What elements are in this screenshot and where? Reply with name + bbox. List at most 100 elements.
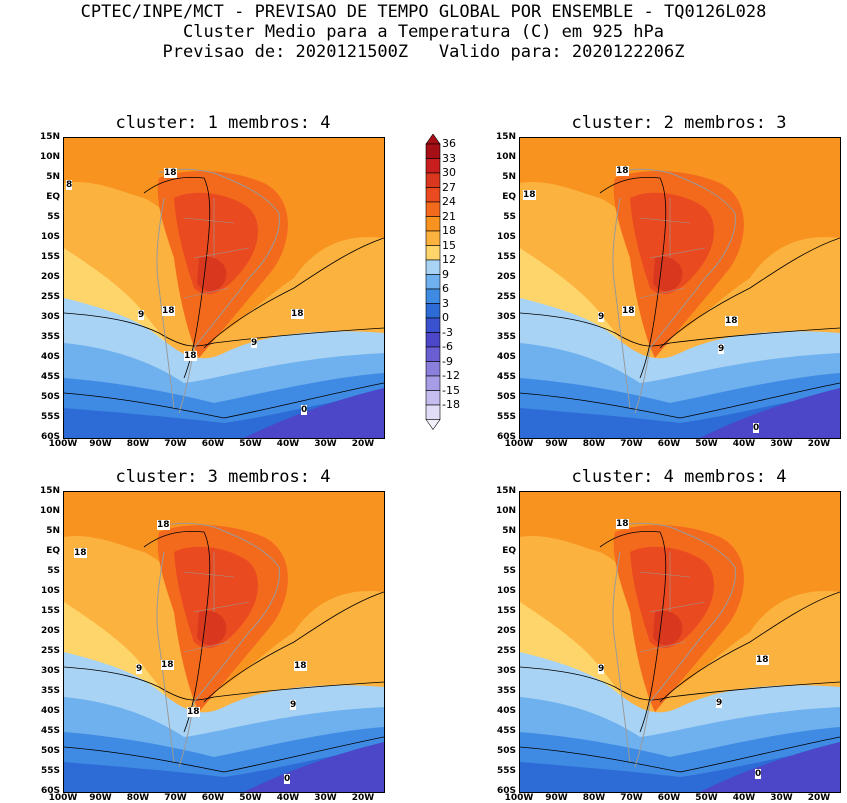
y-tick-label: 60S [40, 786, 60, 796]
y-tick-label: 10S [496, 586, 516, 596]
colorbar-cell [425, 274, 441, 290]
contour-label: 0 [753, 423, 760, 433]
y-tick-label: 45S [40, 372, 60, 382]
x-tick-label: 100W [48, 439, 78, 449]
colorbar-label: -3 [442, 325, 453, 339]
y-tick-label: 40S [496, 352, 516, 362]
colorbar-cell [425, 332, 441, 348]
x-tick-label: 30W [770, 793, 793, 803]
contour-label: 9 [136, 664, 143, 674]
header-line2: Cluster Medio para a Temperatura (C) em … [182, 22, 665, 42]
y-tick-label: 25S [40, 646, 60, 656]
y-tick-label: 55S [40, 412, 60, 422]
colorbar [425, 134, 441, 431]
contour-label: 9 [718, 344, 725, 354]
x-tick-label: 90W [89, 793, 112, 803]
colorbar-cell [425, 317, 441, 333]
contour-label: 18 [756, 655, 769, 665]
x-tick-label: 40W [276, 793, 300, 803]
y-tick-label: 60S [496, 432, 516, 442]
contour-label: 18 [291, 309, 304, 319]
contour-label: 9 [251, 338, 258, 348]
colorbar-bottom-arrow [425, 419, 441, 431]
y-tick-label: 35S [40, 332, 60, 342]
x-tick-label: 50W [239, 793, 262, 803]
y-tick-label: 15S [40, 252, 60, 262]
y-tick-label: 5N [502, 172, 516, 182]
contour-label: 18 [157, 520, 170, 530]
y-tick-label: 40S [40, 706, 60, 716]
y-tick-label: 10S [40, 586, 60, 596]
y-tick-label: 5S [503, 212, 516, 222]
colorbar-top-arrow [425, 134, 441, 145]
contour-label: 18 [622, 306, 635, 316]
contour-label: 18 [161, 660, 174, 670]
y-tick-label: EQ [46, 546, 60, 556]
colorbar-cell [425, 303, 441, 319]
x-tick-label: 20W [807, 793, 831, 803]
colorbar-cell [425, 404, 441, 420]
colorbar-cell [425, 143, 441, 159]
y-tick-label: 20S [496, 626, 516, 636]
x-tick-label: 80W [126, 793, 150, 803]
panel2-title: cluster: 2 membros: 3 [571, 113, 787, 133]
colorbar-label: 6 [442, 282, 449, 295]
map-panel-1-svg [64, 138, 384, 438]
colorbar-cell [425, 346, 441, 362]
map-panel-2: 18 18 9 18 18 9 0 [519, 137, 841, 439]
y-tick-label: 50S [40, 392, 60, 402]
y-tick-label: 30S [496, 666, 516, 676]
x-tick-label: 20W [807, 439, 831, 449]
contour-label: 0 [755, 769, 762, 779]
x-tick-label: 50W [239, 439, 262, 449]
header-line3: Previsao de: 2020121500Z Valido para: 20… [162, 42, 685, 62]
panel3-title: cluster: 3 membros: 4 [115, 467, 331, 487]
x-tick-label: 100W [48, 793, 78, 803]
colorbar-label: 9 [442, 267, 449, 281]
header-line1: CPTEC/INPE/MCT - PREVISAO DE TEMPO GLOBA… [80, 2, 767, 22]
colorbar-label: 0 [442, 311, 449, 324]
y-tick-label: 10N [39, 152, 60, 162]
y-tick-label: 35S [40, 686, 60, 696]
x-tick-label: 100W [504, 793, 534, 803]
contour-label: 0 [301, 405, 308, 415]
x-tick-label: 50W [695, 439, 718, 449]
y-tick-label: EQ [502, 546, 516, 556]
x-tick-label: 70W [620, 439, 643, 449]
y-tick-label: 45S [40, 726, 60, 736]
y-tick-label: 40S [40, 352, 60, 362]
y-tick-label: 15S [496, 606, 516, 616]
colorbar-label: -18 [442, 398, 460, 411]
colorbar-label: -15 [442, 383, 460, 397]
y-tick-label: 5N [46, 526, 60, 536]
y-tick-label: 50S [40, 746, 60, 756]
x-tick-label: 20W [351, 793, 375, 803]
colorbar-cell [425, 158, 441, 174]
colorbar-label: 18 [442, 224, 456, 237]
y-tick-label: 5S [47, 566, 60, 576]
colorbar-cell [425, 201, 441, 217]
y-tick-label: 30S [40, 312, 60, 322]
x-tick-label: 80W [126, 439, 150, 449]
colorbar-label: 12 [442, 253, 456, 266]
y-tick-label: 5N [46, 172, 60, 182]
y-tick-label: 25S [40, 292, 60, 302]
colorbar-label: -12 [442, 369, 460, 382]
x-tick-label: 90W [545, 793, 568, 803]
colorbar-label: -6 [442, 340, 453, 353]
colorbar-cell [425, 375, 441, 391]
y-tick-label: 35S [496, 686, 516, 696]
map-panel-1: 18 8 18 9 18 18 9 0 [63, 137, 385, 439]
contour-label: 9 [138, 310, 145, 320]
y-tick-label: 10N [495, 506, 516, 516]
y-tick-label: 50S [496, 392, 516, 402]
x-tick-label: 60W [201, 793, 225, 803]
colorbar-label: -9 [442, 354, 453, 368]
colorbar-cell [425, 259, 441, 275]
y-tick-label: 55S [496, 412, 516, 422]
colorbar-cell [425, 187, 441, 203]
y-tick-label: 30S [40, 666, 60, 676]
y-tick-label: 55S [40, 766, 60, 776]
contour-label: 0 [284, 774, 291, 784]
x-tick-label: 20W [351, 439, 375, 449]
